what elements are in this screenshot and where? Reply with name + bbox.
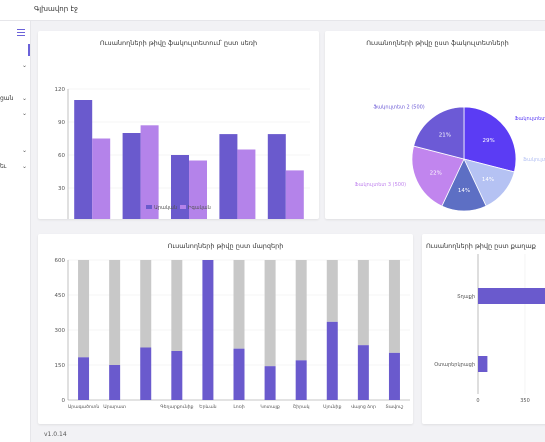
bar-male: [122, 133, 141, 219]
region-bar: [388, 352, 400, 400]
bar-female: [189, 160, 207, 219]
faculty-pie-card: Ուսանողների թիվը ըստ ֆակուլտետների 29% 14…: [325, 31, 545, 219]
y-tick-label: 300: [55, 328, 66, 334]
region-bar: [264, 366, 276, 400]
page-title: Գլխավոր էջ: [34, 5, 78, 13]
pie-slice: [463, 106, 517, 173]
legend-label: Իգական: [188, 205, 211, 211]
city-chart: 0350700ՏղաքիՕտարերկրացի: [434, 254, 545, 404]
bar-male: [171, 155, 189, 219]
x-tick-label: Վայոց ձոր: [351, 404, 376, 410]
top-bar: Գլխավոր էջ: [0, 0, 545, 21]
region-bar: [295, 360, 307, 400]
region-bar-remainder: [326, 260, 338, 322]
bar-female: [237, 149, 256, 219]
region-bar-remainder: [140, 260, 152, 348]
chevron-down-icon: ⌄: [22, 163, 28, 170]
region-bar: [326, 321, 338, 400]
chevron-down-icon: ⌄: [22, 62, 28, 69]
x-tick-label: Լոռի: [233, 404, 244, 410]
region-bar: [233, 348, 245, 400]
region-bar: [78, 357, 90, 400]
pie-slice: [411, 145, 465, 207]
gender-chart: 0306090120Ֆակուլտետ 1Ֆակուլտետ 2ԱրականԻգ…: [55, 87, 310, 219]
region-bar: [140, 347, 152, 400]
region-bar-remainder: [264, 260, 276, 367]
pie-slice-label: Ֆակուլտետ 1 (: [515, 116, 545, 122]
bar-female: [140, 125, 159, 219]
region-bar-remainder: [171, 260, 183, 351]
y-tick-label: 120: [55, 87, 66, 93]
pie-slice-label: Ֆակուլտետ 3 (500): [355, 182, 406, 188]
gender-chart-title: Ուսանողների թիվը ֆակուլտետում՝ ըստ սեռի: [99, 39, 258, 47]
city-bar: [478, 356, 488, 372]
bar-male: [74, 100, 93, 219]
active-indicator: [28, 44, 30, 56]
city-chart-title: Ուսանողների թիվը ըստ քաղաք: [426, 242, 536, 250]
region-bar-remainder: [78, 260, 90, 358]
y-tick-label: 150: [55, 363, 66, 369]
gender-chart-card: Ուսանողների թիվը ֆակուլտետում՝ ըստ սեռի …: [38, 31, 319, 219]
y-tick-label: 0: [62, 398, 66, 404]
pie-pct-label: 14%: [458, 188, 470, 194]
pie-slice-label: Ֆակուլտետ: [523, 157, 545, 163]
regions-chart-card: Ուսանողների թիվը ըստ մարզերի 0 150 300 450 6…: [38, 234, 413, 424]
pie-pct-label: 21%: [439, 132, 451, 138]
sidebar: ⌄ ցան ⌄ ⌄ ⌄ եւ ⌄: [0, 21, 31, 442]
x-tick-label: Երևան: [199, 404, 216, 410]
regions-chart: 0 150 300 450 600 Արագածոտն Արարատ Գեղարքունիք Ե…: [55, 258, 410, 410]
regions-chart-title: Ուսանողների թիվը ըստ մարզերի: [167, 242, 284, 250]
chevron-down-icon: ⌄: [22, 147, 28, 154]
y-tick-label: 600: [55, 258, 66, 264]
chevron-down-icon: ⌄: [22, 110, 28, 117]
x-tick-label: Արագածոտն: [68, 404, 100, 410]
bar-female: [285, 170, 304, 219]
y-tick-label: Տղաքի: [457, 294, 475, 300]
bar-male: [219, 134, 238, 219]
region-bar-remainder: [233, 260, 245, 349]
x-tick-label: 0: [476, 398, 479, 404]
menu-icon[interactable]: [17, 29, 25, 36]
y-tick-label: 450: [55, 293, 66, 299]
x-tick-label: Գեղարքունիք: [160, 404, 193, 410]
x-tick-label: Շիրակ: [293, 404, 310, 410]
x-tick-label: Տավուշ: [386, 404, 404, 410]
city-bar: [478, 288, 545, 304]
region-bar-remainder: [109, 260, 121, 365]
legend-swatch: [180, 205, 186, 209]
pie-pct-label: 22%: [430, 170, 442, 176]
faculty-pie-title: Ուսանողների թիվը ըստ ֆակուլտետների: [366, 39, 509, 47]
region-bar: [109, 365, 121, 400]
pie-slice: [413, 106, 465, 160]
chevron-down-icon: ⌄: [22, 95, 28, 102]
legend-label: Արական: [154, 205, 177, 211]
x-tick-label: Արարատ: [103, 404, 126, 410]
faculty-pie-chart: 29%14%14%22%21%Ֆակուլտետ 1 (Ֆակուլտետ 4 …: [355, 104, 545, 212]
bar-male: [267, 134, 286, 219]
y-tick-label: 60: [58, 153, 65, 159]
region-bar-remainder: [295, 260, 307, 361]
pie-pct-label: 14%: [482, 177, 494, 183]
city-chart-card: Ուսանողների թիվը ըստ քաղաք 0350700ՏղաքիՕ…: [422, 234, 545, 424]
bar-female: [92, 138, 111, 219]
x-tick-label: Կոտայք: [260, 404, 279, 410]
sidebar-item-label: ցան: [0, 95, 14, 102]
x-tick-label: Սյունիք: [323, 404, 341, 410]
region-bar-remainder: [357, 260, 369, 346]
version-label: v1.0.14: [44, 431, 67, 438]
y-tick-label: 90: [58, 120, 65, 126]
region-bar: [357, 345, 369, 400]
x-tick-label: 350: [520, 398, 530, 404]
region-bar: [202, 260, 214, 400]
region-bar: [171, 351, 183, 400]
region-bar-remainder: [388, 260, 400, 353]
pie-slice-label: Ֆակուլտետ 2 (500): [373, 104, 424, 110]
y-tick-label: Օտարերկրացի: [434, 362, 475, 368]
pie-pct-label: 29%: [483, 138, 495, 144]
y-tick-label: 30: [58, 186, 65, 192]
sidebar-item-label: եւ: [0, 163, 7, 170]
legend-swatch: [146, 205, 152, 209]
